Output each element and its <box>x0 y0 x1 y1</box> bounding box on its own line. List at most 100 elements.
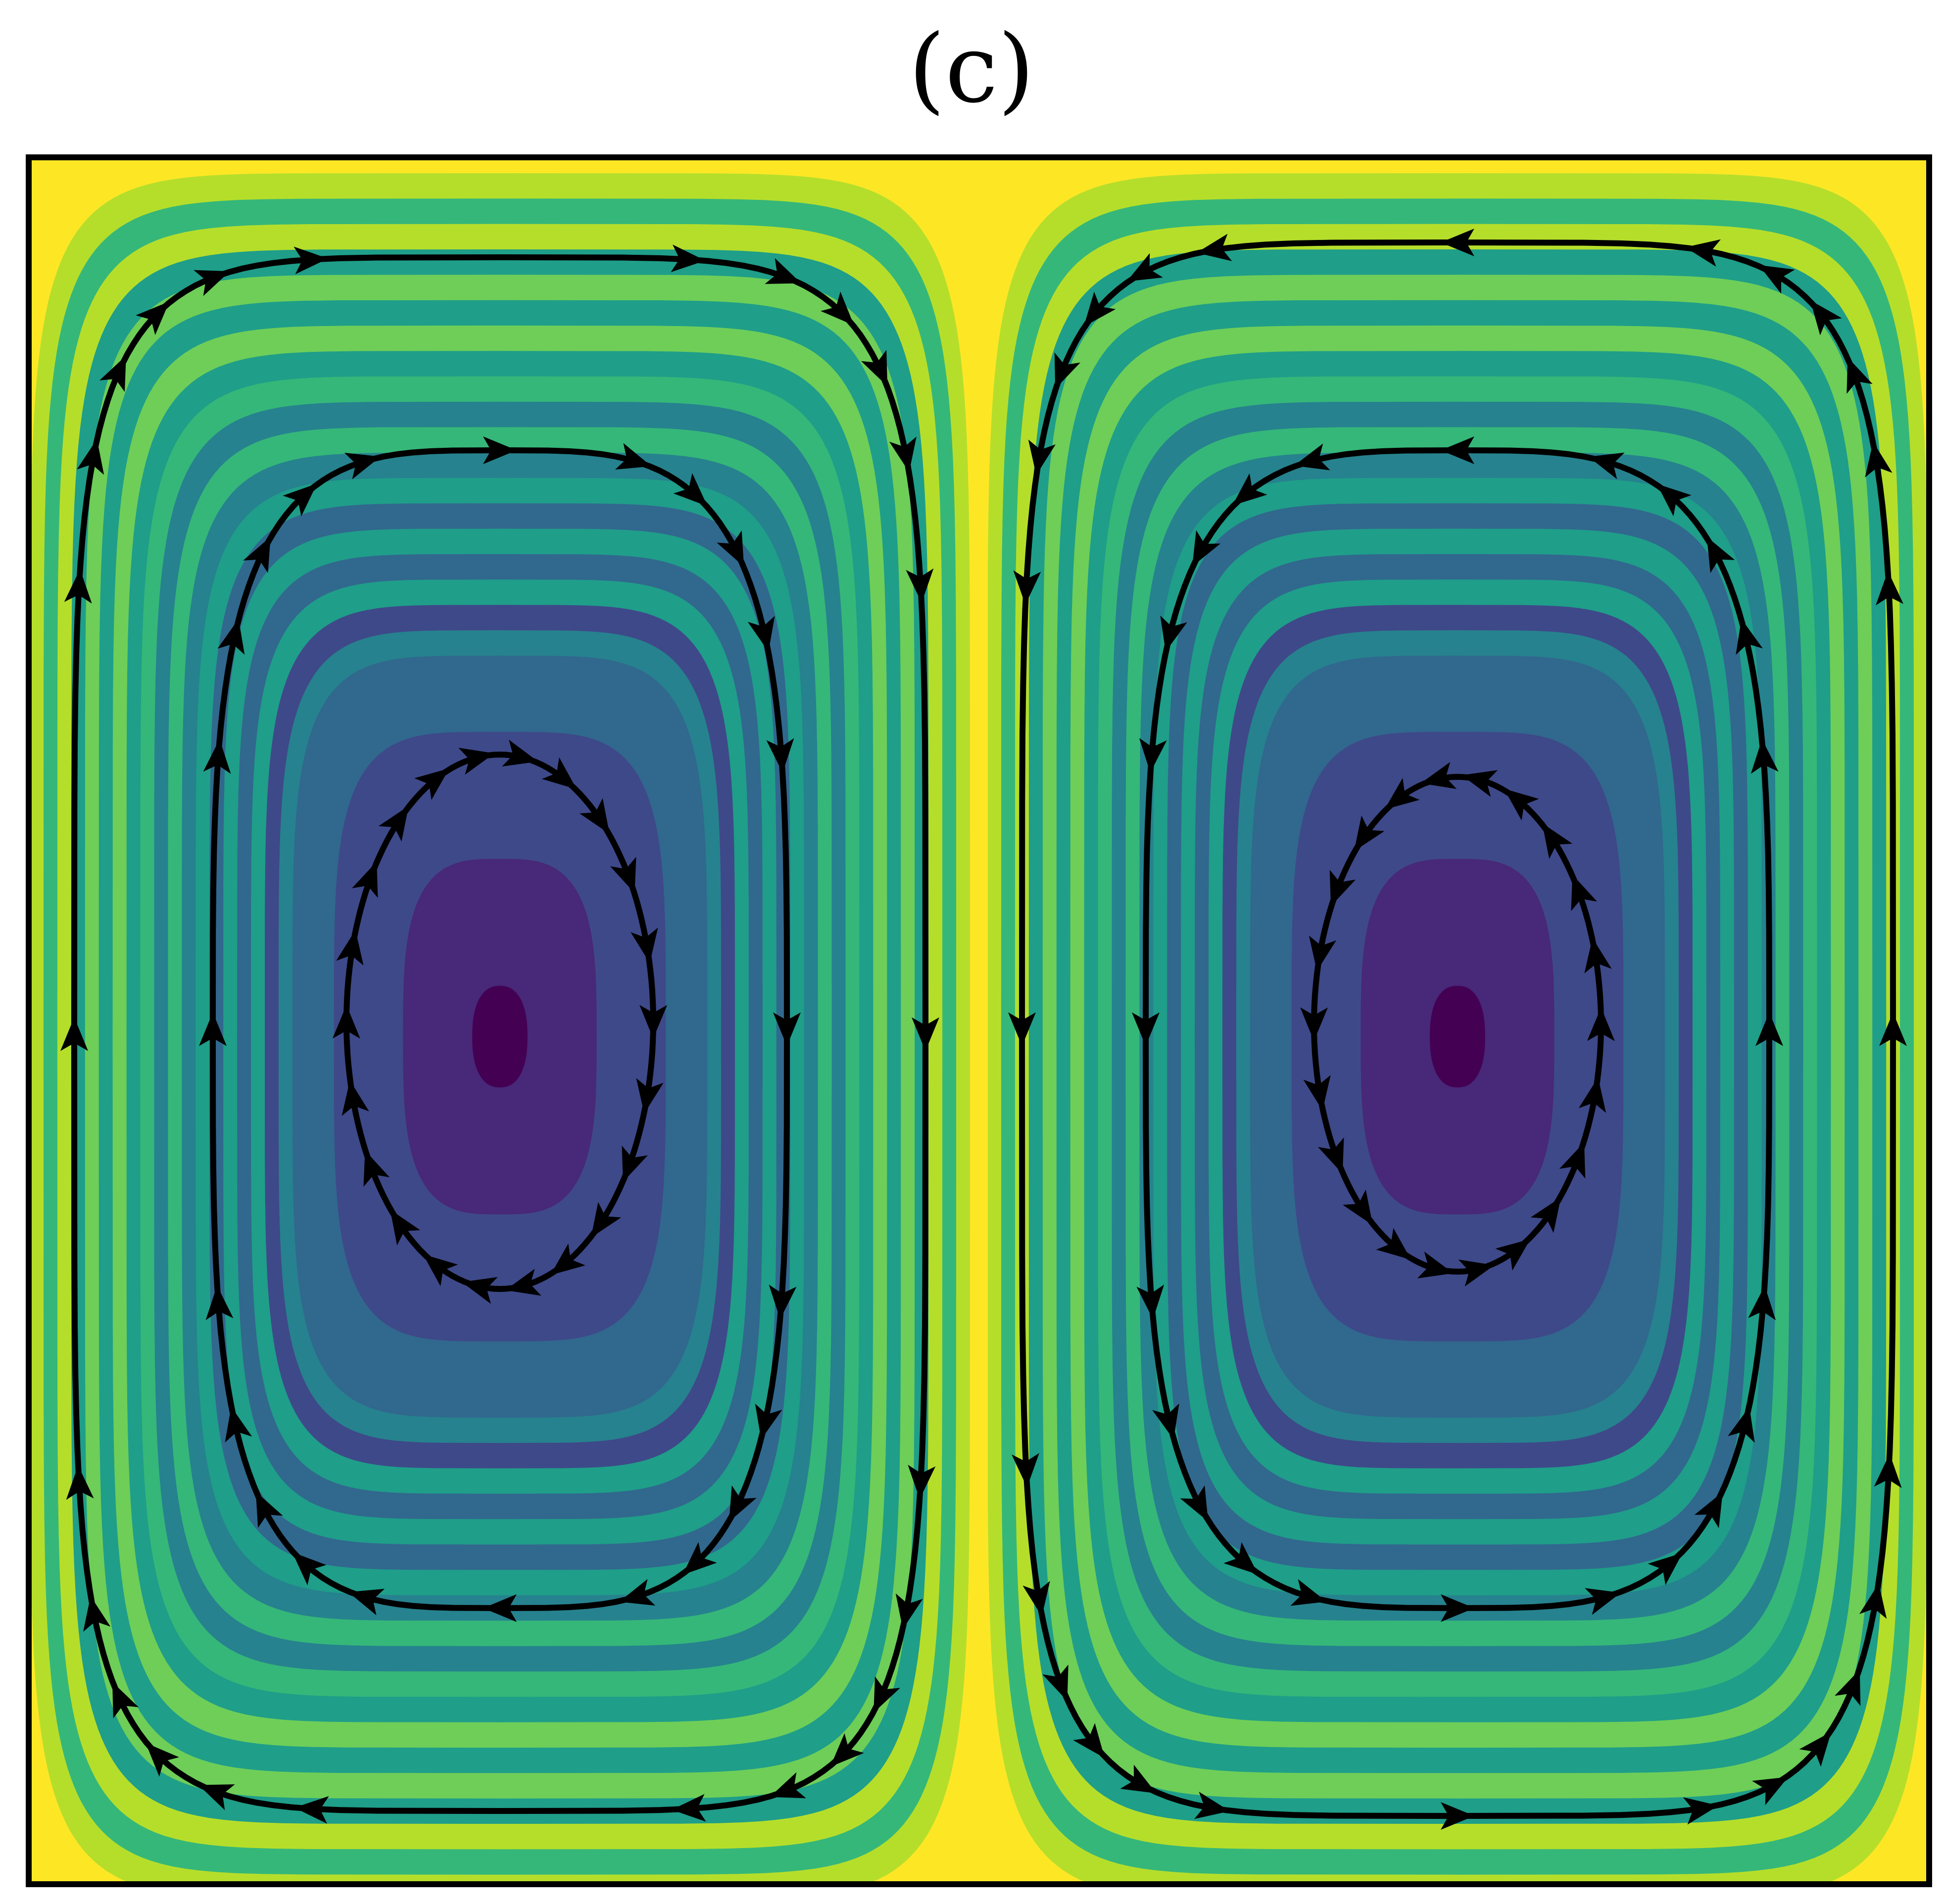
right-vortex-arrow <box>1152 1403 1179 1440</box>
right-vortex-arrow <box>1587 1007 1615 1042</box>
left-vortex-arrow <box>912 1017 939 1051</box>
left-vortex-band <box>486 1011 514 1062</box>
left-vortex-arrow <box>861 350 888 386</box>
plot-area <box>29 157 1929 1884</box>
left-vortex-arrow <box>550 1243 585 1276</box>
left-vortex-arrow <box>769 1285 797 1320</box>
left-vortex-arrow <box>225 1406 252 1443</box>
right-vortex-arrow <box>1194 1792 1230 1819</box>
right-vortex-arrow <box>1054 352 1080 389</box>
right-vortex-arrow <box>1441 229 1474 256</box>
left-vortex-arrow <box>483 1594 517 1622</box>
right-vortex-arrow <box>1073 1723 1105 1759</box>
left-vortex-arrow <box>729 1485 757 1522</box>
right-vortex-arrow <box>1083 291 1116 327</box>
left-vortex-arrow <box>579 798 610 834</box>
left-vortex-arrow <box>830 1733 864 1767</box>
right-vortex-arrow <box>1196 234 1232 261</box>
left-vortex-arrow <box>60 1017 88 1051</box>
streamlines <box>60 229 1907 1830</box>
right-vortex-arrow <box>1758 265 1795 294</box>
right-vortex-arrow <box>1571 874 1598 911</box>
left-vortex-arrow <box>136 301 170 335</box>
right-vortex-arrow <box>1495 1238 1531 1271</box>
right-vortex-arrow <box>1879 1012 1907 1046</box>
left-vortex-arrow <box>747 616 775 652</box>
right-vortex-arrow <box>1192 530 1221 567</box>
left-vortex-arrow <box>502 739 538 767</box>
right-vortex-arrow <box>1736 619 1763 655</box>
left-vortex-arrow <box>766 738 794 773</box>
right-vortex-arrow <box>1303 1075 1331 1111</box>
left-vortex-arrow <box>673 473 708 507</box>
right-vortex-arrow <box>1376 1228 1411 1260</box>
right-vortex-band <box>1444 1011 1471 1062</box>
left-vortex-arrow <box>363 1150 390 1187</box>
right-vortex-arrow <box>1685 239 1721 267</box>
left-vortex-arrow <box>283 483 317 517</box>
left-vortex-arrow <box>344 452 381 479</box>
right-vortex-arrow <box>1022 1581 1050 1617</box>
left-vortex-arrow <box>615 443 652 470</box>
left-vortex-field <box>30 173 970 1884</box>
left-vortex-arrow <box>505 1269 541 1296</box>
right-vortex-arrow <box>1132 1012 1160 1046</box>
right-vortex-arrow <box>1588 452 1625 479</box>
right-vortex-arrow <box>1441 436 1474 464</box>
left-vortex-arrow <box>243 536 271 573</box>
left-vortex-arrow <box>631 927 658 963</box>
left-vortex-arrow <box>83 1596 111 1632</box>
right-vortex-arrow <box>1290 1579 1327 1606</box>
left-vortex-arrow <box>906 568 934 603</box>
right-vortex-arrow <box>1846 357 1873 394</box>
right-vortex-arrow <box>1461 770 1498 797</box>
left-vortex-arrow <box>332 1005 360 1039</box>
right-vortex-arrow <box>1578 1077 1606 1113</box>
left-vortex-arrow <box>378 806 409 842</box>
left-vortex-arrow <box>773 1012 801 1046</box>
right-vortex-arrow <box>1008 1012 1036 1046</box>
left-vortex-arrow <box>293 246 328 275</box>
right-vortex-arrow <box>1126 253 1163 282</box>
right-vortex-arrow <box>1504 788 1539 821</box>
right-vortex-arrow <box>1223 1542 1259 1575</box>
right-vortex-arrow <box>1748 1285 1776 1321</box>
right-vortex-arrow <box>1810 300 1842 335</box>
left-vortex-arrow <box>770 1772 806 1799</box>
left-vortex-arrow <box>671 244 706 273</box>
right-vortex-arrow <box>1865 442 1893 477</box>
right-vortex-arrow <box>1136 1285 1165 1320</box>
left-vortex-arrow <box>610 857 636 894</box>
right-vortex-arrow <box>1342 1190 1373 1226</box>
plot-frame <box>26 154 1932 1887</box>
right-vortex-arrow <box>1384 778 1420 810</box>
left-vortex-arrow <box>255 1491 283 1528</box>
right-vortex-arrow <box>1317 1137 1344 1174</box>
left-vortex-arrow <box>461 1277 498 1304</box>
left-vortex-arrow <box>889 436 917 473</box>
right-vortex-arrow <box>1876 571 1904 606</box>
left-vortex-arrow <box>717 530 744 567</box>
right-vortex-arrow <box>1799 1731 1832 1767</box>
right-vortex-arrow <box>1859 1583 1887 1619</box>
left-vortex-arrow <box>423 1254 458 1286</box>
right-vortex-arrow <box>1728 1407 1755 1443</box>
left-vortex-arrow <box>199 1012 227 1046</box>
left-vortex-arrow <box>198 1784 235 1810</box>
right-vortex-arrow <box>1013 570 1041 605</box>
left-vortex-arrow <box>483 436 517 464</box>
right-vortex-arrow <box>1329 870 1356 906</box>
right-vortex-arrow <box>1750 739 1779 774</box>
right-vortex-arrow <box>1755 1012 1783 1046</box>
left-vortex-arrow <box>146 1743 179 1777</box>
right-vortex-arrow <box>1694 1492 1723 1528</box>
left-vortex-arrow <box>622 1145 648 1182</box>
right-vortex-arrow <box>1028 439 1056 476</box>
left-vortex-arrow <box>908 1465 936 1499</box>
right-vortex-arrow <box>1180 1485 1209 1522</box>
right-vortex-arrow <box>1139 738 1167 773</box>
left-vortex-arrow <box>217 619 245 655</box>
right-vortex-arrow <box>1530 1197 1561 1233</box>
left-vortex-arrow <box>352 861 378 898</box>
